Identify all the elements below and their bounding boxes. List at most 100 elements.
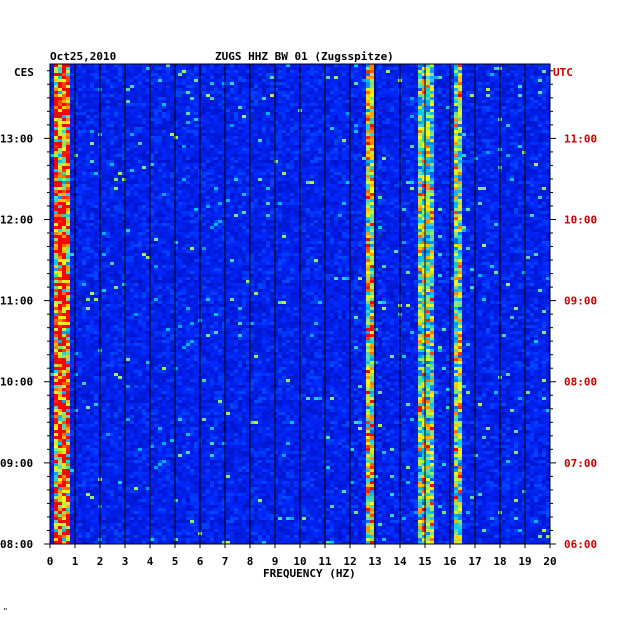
spectrogram-cell bbox=[466, 181, 471, 185]
spectrogram-cell bbox=[286, 85, 291, 89]
spectrogram-cell bbox=[142, 73, 147, 77]
spectrogram-cell bbox=[170, 76, 175, 80]
spectrogram-cell bbox=[106, 70, 111, 74]
spectrogram-cell bbox=[258, 169, 263, 173]
spectrogram-cell bbox=[250, 157, 255, 161]
spectrogram-cell bbox=[54, 169, 59, 173]
spectrogram-cell bbox=[394, 160, 399, 164]
spectrogram-cell bbox=[246, 115, 251, 119]
spectrogram-cell bbox=[510, 67, 515, 71]
spectrogram-cell bbox=[62, 130, 67, 134]
spectrogram-cell bbox=[166, 100, 171, 104]
spectrogram-cell bbox=[474, 154, 479, 158]
spectrogram-cell bbox=[66, 88, 71, 92]
spectrogram-cell bbox=[338, 94, 343, 98]
spectrogram-cell bbox=[322, 73, 327, 77]
spectrogram-cell bbox=[178, 124, 183, 128]
spectrogram-cell bbox=[334, 172, 339, 176]
spectrogram-cell bbox=[162, 109, 167, 113]
spectrogram-cell bbox=[418, 160, 423, 164]
spectrogram-cell bbox=[542, 103, 547, 107]
spectrogram-cell bbox=[242, 73, 247, 77]
spectrogram-cell bbox=[542, 127, 547, 131]
spectrogram-cell bbox=[426, 64, 431, 68]
spectrogram-cell bbox=[162, 181, 167, 185]
spectrogram-cell bbox=[226, 67, 231, 71]
spectrogram-cell bbox=[222, 160, 227, 164]
spectrogram-cell bbox=[310, 124, 315, 128]
spectrogram-cell bbox=[202, 70, 207, 74]
spectrogram-cell bbox=[346, 145, 351, 149]
spectrogram-cell bbox=[442, 133, 447, 137]
spectrogram-cell bbox=[278, 178, 283, 182]
spectrogram-cell bbox=[178, 175, 183, 179]
spectrogram-cell bbox=[50, 97, 55, 101]
spectrogram-cell bbox=[150, 157, 155, 161]
spectrogram-cell bbox=[294, 64, 299, 68]
spectrogram-cell bbox=[290, 103, 295, 107]
spectrogram-cell bbox=[434, 100, 439, 104]
spectrogram-cell bbox=[50, 151, 55, 155]
spectrogram-cell bbox=[242, 139, 247, 143]
spectrogram-cell bbox=[290, 151, 295, 155]
spectrogram-cell bbox=[234, 127, 239, 131]
spectrogram-cell bbox=[206, 136, 211, 140]
spectrogram-cell bbox=[334, 151, 339, 155]
spectrogram-cell bbox=[278, 151, 283, 155]
spectrogram-cell bbox=[62, 139, 67, 143]
spectrogram-cell bbox=[142, 142, 147, 146]
spectrogram-cell bbox=[118, 88, 123, 92]
spectrogram-cell bbox=[358, 166, 363, 170]
spectrogram-cell bbox=[382, 76, 387, 80]
spectrogram-cell bbox=[294, 100, 299, 104]
spectrogram-cell bbox=[150, 124, 155, 128]
spectrogram-cell bbox=[446, 109, 451, 113]
spectrogram-cell bbox=[206, 100, 211, 104]
spectrogram-cell bbox=[218, 169, 223, 173]
spectrogram-cell bbox=[118, 133, 123, 137]
spectrogram-cell bbox=[294, 127, 299, 131]
spectrogram-cell bbox=[474, 97, 479, 101]
spectrogram-cell bbox=[546, 94, 551, 98]
spectrogram-cell bbox=[466, 76, 471, 80]
spectrogram-cell bbox=[174, 148, 179, 152]
spectrogram-cell bbox=[338, 70, 343, 74]
spectrogram-cell bbox=[266, 88, 271, 92]
spectrogram-cell bbox=[494, 70, 499, 74]
spectrogram-cell bbox=[382, 169, 387, 173]
spectrogram-cell bbox=[486, 91, 491, 95]
spectrogram-cell bbox=[114, 145, 119, 149]
spectrogram-cell bbox=[342, 151, 347, 155]
spectrogram-cell bbox=[254, 178, 259, 182]
spectrogram-cell bbox=[370, 67, 375, 71]
spectrogram-cell bbox=[354, 181, 359, 185]
spectrogram-cell bbox=[142, 181, 147, 185]
spectrogram-cell bbox=[258, 127, 263, 131]
spectrogram-cell bbox=[254, 154, 259, 158]
spectrogram-cell bbox=[134, 64, 139, 68]
spectrogram-cell bbox=[350, 67, 355, 71]
spectrogram-cell bbox=[350, 160, 355, 164]
spectrogram-cell bbox=[178, 91, 183, 95]
spectrogram-cell bbox=[126, 142, 131, 146]
spectrogram-cell bbox=[370, 85, 375, 89]
spectrogram-cell bbox=[378, 172, 383, 176]
spectrogram-cell bbox=[238, 106, 243, 110]
spectrogram-cell bbox=[326, 70, 331, 74]
spectrogram-cell bbox=[74, 73, 79, 77]
spectrogram-cell bbox=[166, 166, 171, 170]
spectrogram-cell bbox=[126, 139, 131, 143]
spectrogram-cell bbox=[130, 142, 135, 146]
spectrogram-cell bbox=[318, 178, 323, 182]
spectrogram-cell bbox=[90, 178, 95, 182]
spectrogram-cell bbox=[458, 67, 463, 71]
spectrogram-cell bbox=[390, 67, 395, 71]
spectrogram-cell bbox=[322, 133, 327, 137]
spectrogram-cell bbox=[530, 103, 535, 107]
spectrogram-cell bbox=[362, 109, 367, 113]
spectrogram-cell bbox=[174, 79, 179, 83]
spectrogram-cell bbox=[246, 157, 251, 161]
spectrogram-cell bbox=[174, 118, 179, 122]
spectrogram-cell bbox=[286, 118, 291, 122]
spectrogram-cell bbox=[338, 175, 343, 179]
